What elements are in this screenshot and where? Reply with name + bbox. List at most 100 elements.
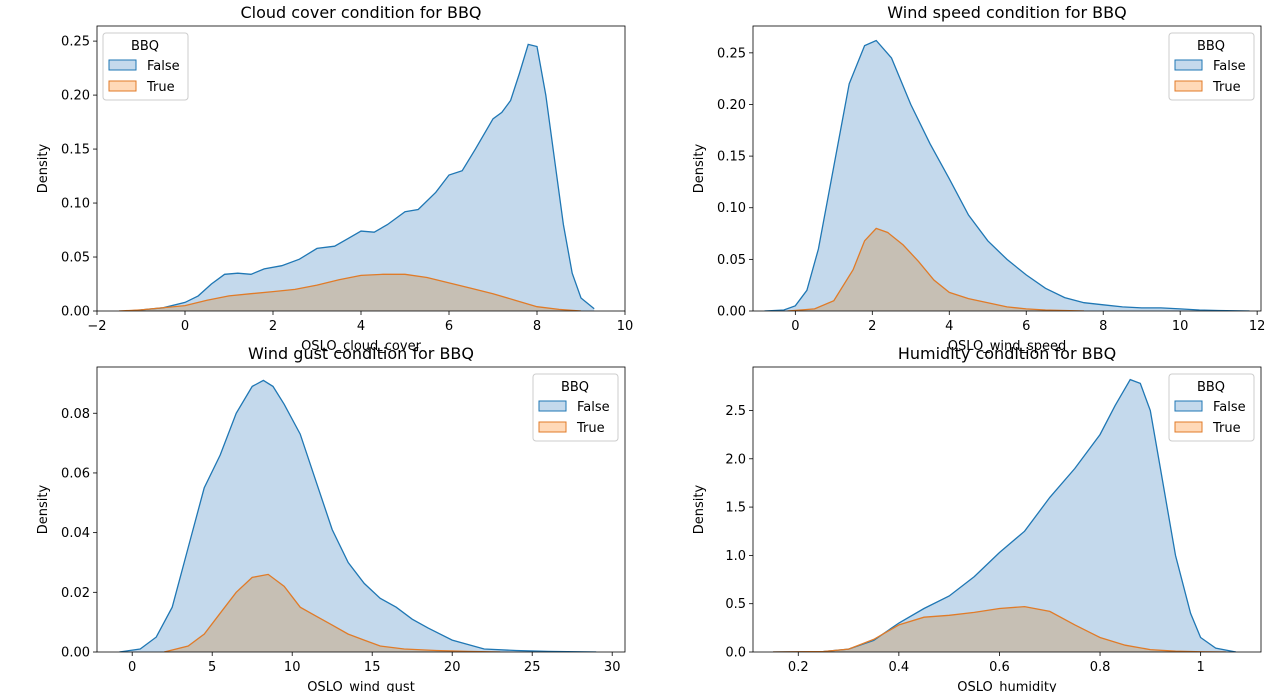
legend-title: BBQ [1197, 39, 1225, 54]
y-tick-label: 1.5 [725, 501, 746, 516]
x-tick-label: 10 [284, 660, 301, 675]
x-tick-label: 15 [364, 660, 381, 675]
y-tick-label: 0.06 [61, 466, 90, 481]
y-axis-label: Density [36, 143, 51, 193]
series-true-area [164, 574, 501, 652]
y-tick-label: 0.15 [717, 150, 746, 165]
legend: BBQ False True [1168, 32, 1255, 101]
x-tick-label: 5 [208, 660, 216, 675]
x-tick-label: 0.8 [1090, 660, 1111, 675]
chart-panel-3: 0 5 10 15 20 25 30 0.00 0.02 0.04 0.06 0.08 OSLO_win… [36, 344, 626, 692]
series-false-line [764, 39, 1250, 311]
legend-title: BBQ [131, 39, 159, 54]
x-tick-label: 0.2 [788, 660, 809, 675]
legend-title: BBQ [1197, 380, 1225, 395]
legend-label-false: False [1213, 400, 1246, 415]
y-tick-label: 0.5 [725, 597, 746, 612]
series-false-line [773, 378, 1237, 652]
y-tick-label: 2.0 [725, 452, 746, 467]
x-tick-label: 2 [269, 319, 277, 334]
legend-title: BBQ [561, 380, 589, 395]
legend-swatch-true [1174, 80, 1203, 92]
series-false-area [127, 44, 595, 311]
x-tick-label: 2 [868, 319, 876, 334]
series-false-line [119, 379, 597, 652]
y-tick-label: 0.05 [717, 253, 746, 268]
x-tick-label: 12 [1249, 319, 1266, 334]
legend-label-true: True [576, 421, 605, 436]
y-tick-label: 1.0 [725, 549, 746, 564]
legend-swatch-false [1174, 59, 1203, 71]
y-tick-label: 0.20 [61, 89, 90, 104]
plot-area [773, 378, 1237, 652]
series-true-area [773, 606, 1226, 652]
series-false-area [773, 379, 1236, 652]
x-tick-label: 0 [128, 660, 136, 675]
series-true-line [118, 273, 582, 311]
x-tick-label: 0 [181, 319, 189, 334]
legend-label-true: True [1212, 421, 1241, 436]
y-tick-label: 0.05 [61, 251, 90, 266]
y-tick-label: 2.5 [725, 404, 746, 419]
x-axis-label: OSLO_wind_gust [307, 680, 415, 692]
y-tick-label: 0.20 [717, 98, 746, 113]
x-tick-label: 0.4 [889, 660, 910, 675]
series-true-area [119, 274, 581, 311]
x-tick-label: 0.6 [989, 660, 1010, 675]
x-axis-label: OSLO_humidity [957, 680, 1057, 692]
y-tick-label: 0.15 [61, 143, 90, 158]
x-axis-label: OSLO_wind_speed [948, 339, 1067, 354]
legend-label-true: True [146, 80, 175, 95]
legend-swatch-false [538, 400, 567, 412]
legend-label-false: False [147, 59, 180, 74]
y-axis-label: Density [692, 143, 707, 193]
legend-swatch-false [108, 59, 137, 71]
legend-label-false: False [1213, 59, 1246, 74]
y-tick-label: 0.25 [717, 46, 746, 61]
axes-frame [752, 25, 1262, 312]
y-axis-label: Density [692, 484, 707, 534]
series-true-line [773, 605, 1226, 652]
x-tick-label: 6 [1022, 319, 1030, 334]
plot-area [119, 379, 597, 652]
y-tick-label: 0.08 [61, 407, 90, 422]
chart-panel-1: −2 0 2 4 6 8 10 0.00 0.05 0.10 0.15 0.20 0.25 OSLO_cl… [36, 3, 633, 354]
legend-swatch-true [538, 421, 567, 433]
chart-panel-2: 0 2 4 6 8 10 12 0.00 0.05 0.10 0.15 0.20 0.25 OSLO_wi… [692, 3, 1265, 354]
legend-swatch-true [108, 80, 137, 92]
x-tick-label: 4 [357, 319, 365, 334]
y-tick-label: 0.04 [61, 526, 90, 541]
chart-panel-4: 0.2 0.4 0.6 0.8 1 0.0 0.5 1.0 1.5 2.0 2.5 OSLO_humi… [692, 344, 1262, 692]
axes-frame [96, 366, 626, 653]
y-tick-label: 0.00 [61, 305, 90, 320]
y-axis-label: Density [36, 484, 51, 534]
chart-title: Wind gust condition for BBQ [248, 344, 474, 363]
x-axis-label: OSLO_cloud_cover [301, 339, 421, 354]
legend: BBQ False True [532, 373, 619, 442]
legend-label-false: False [577, 400, 610, 415]
plot-area [118, 43, 595, 311]
series-true-line [787, 227, 1085, 311]
series-false-line [127, 43, 595, 311]
y-tick-label: 0.00 [717, 305, 746, 320]
x-tick-label: 30 [604, 660, 621, 675]
chart-title: Humidity condition for BBQ [898, 344, 1116, 363]
y-tick-label: 0.10 [61, 197, 90, 212]
x-tick-label: 8 [533, 319, 541, 334]
x-tick-label: 10 [617, 319, 634, 334]
x-tick-label: 6 [445, 319, 453, 334]
chart-title: Cloud cover condition for BBQ [240, 3, 481, 22]
x-tick-label: 20 [444, 660, 461, 675]
x-tick-label: 4 [945, 319, 953, 334]
x-tick-label: −2 [87, 319, 106, 334]
y-tick-label: 0.25 [61, 35, 90, 50]
legend: BBQ False True [102, 32, 189, 101]
series-false-area [119, 380, 597, 652]
y-tick-label: 0.02 [61, 586, 90, 601]
x-tick-label: 10 [1172, 319, 1189, 334]
axes-frame [752, 366, 1262, 653]
chart-title: Wind speed condition for BBQ [887, 3, 1126, 22]
legend: BBQ False True [1168, 373, 1255, 442]
series-true-line [164, 573, 501, 652]
